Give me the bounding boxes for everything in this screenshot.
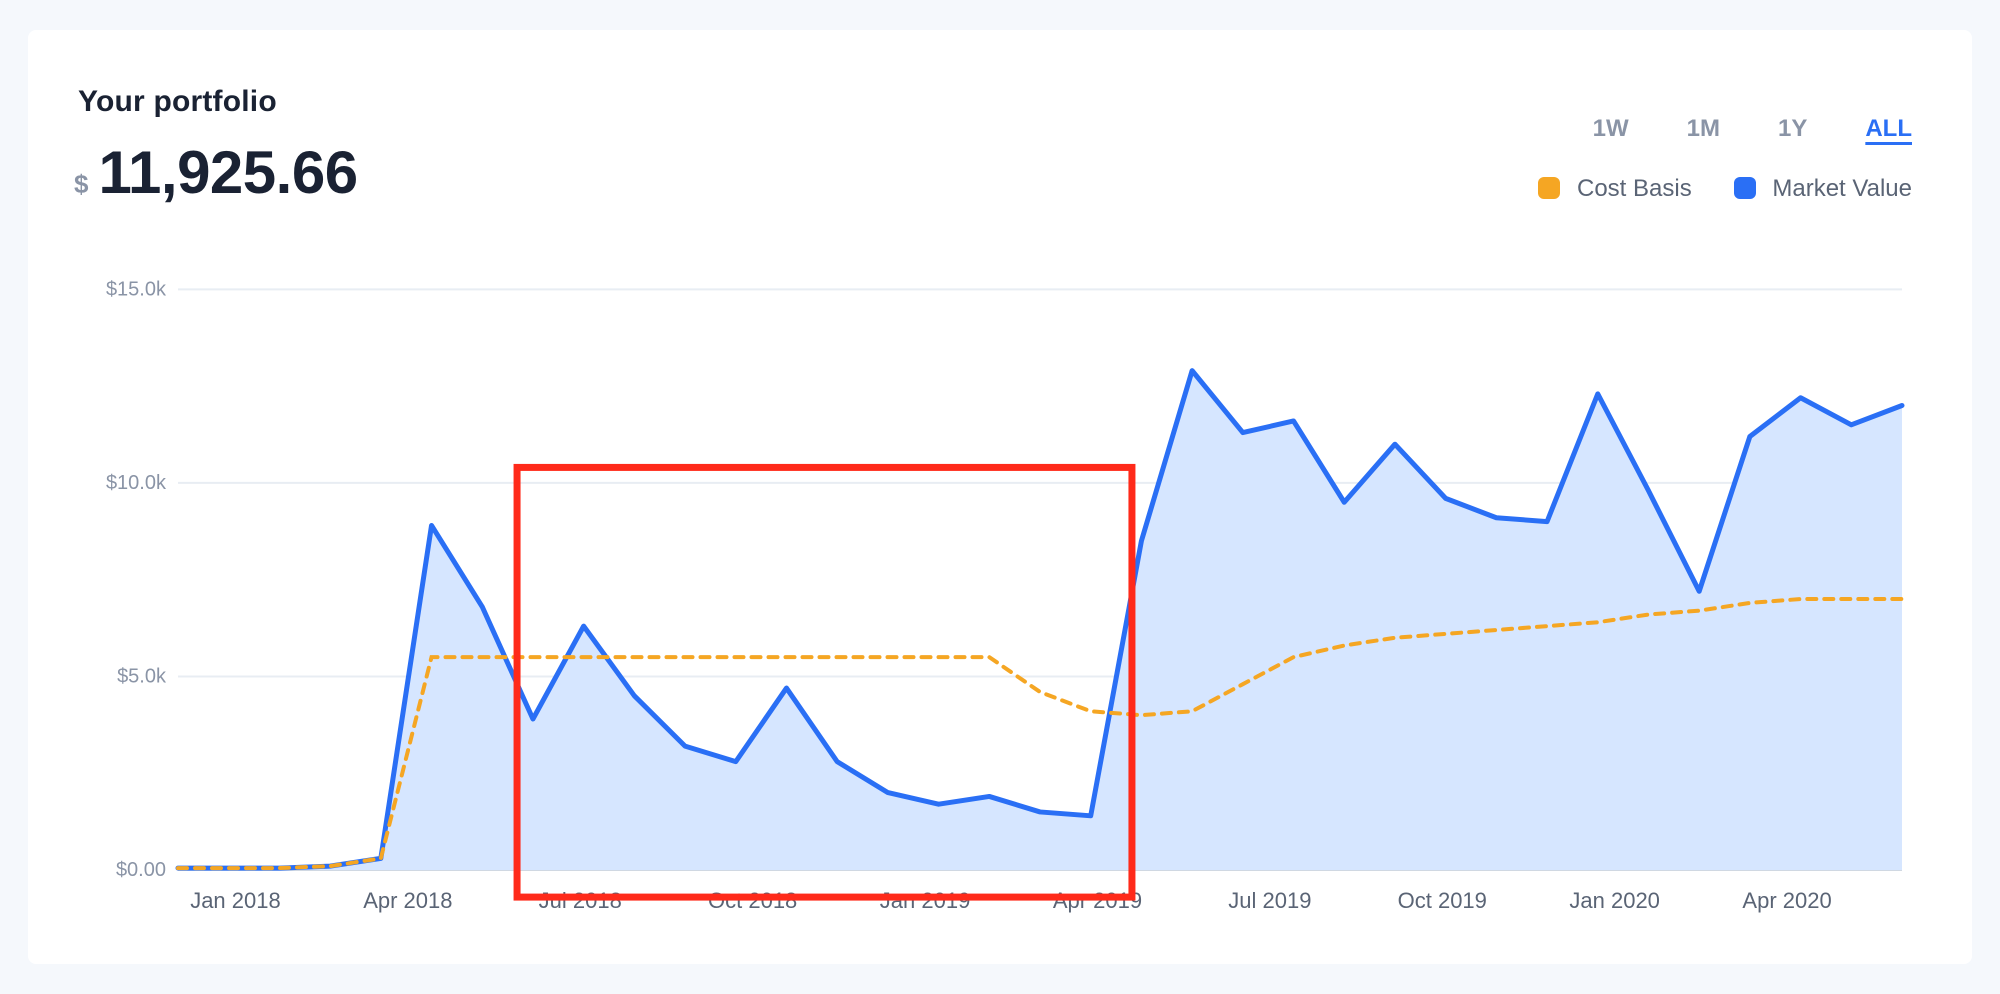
- chart-legend: Cost Basis Market Value: [1538, 175, 1912, 203]
- x-axis-label: Jan 2020: [1569, 888, 1660, 913]
- currency-symbol: $: [74, 169, 88, 200]
- section-title: Your portfolio: [78, 85, 277, 119]
- y-axis-label: $5.0k: [117, 665, 167, 687]
- y-axis-label: $0.00: [116, 859, 166, 881]
- x-axis-label: Jul 2019: [1228, 888, 1311, 913]
- legend-market-value: Market Value: [1734, 175, 1912, 203]
- y-axis-label: $10.0k: [106, 472, 167, 494]
- x-axis-label: Oct 2019: [1398, 888, 1487, 913]
- y-axis-label: $15.0k: [106, 278, 167, 300]
- portfolio-value: $ 11,925.66: [74, 138, 358, 207]
- legend-label-market-value: Market Value: [1772, 175, 1912, 202]
- time-range-tabs: 1W 1M 1Y ALL: [1593, 115, 1912, 143]
- portfolio-card: Your portfolio $ 11,925.66 1W 1M 1Y ALL Cos…: [28, 30, 1972, 964]
- legend-swatch-market-value: [1734, 177, 1756, 199]
- legend-cost-basis: Cost Basis: [1538, 175, 1691, 203]
- range-tab-all[interactable]: ALL: [1865, 115, 1912, 143]
- portfolio-chart: $0.00 $5.0k $10.0k $15.0k Jan 2018 Apr 2018 Ju…: [88, 260, 1912, 940]
- range-tab-1w[interactable]: 1W: [1593, 115, 1629, 143]
- x-axis-label: Apr 2018: [363, 888, 452, 913]
- market-value-area: [178, 371, 1902, 870]
- portfolio-chart-svg: $0.00 $5.0k $10.0k $15.0k Jan 2018 Apr 2018 Ju…: [88, 260, 1912, 940]
- legend-swatch-cost-basis: [1538, 177, 1560, 199]
- range-tab-1y[interactable]: 1Y: [1778, 115, 1807, 143]
- portfolio-amount: 11,925.66: [98, 138, 357, 207]
- range-tab-1m[interactable]: 1M: [1687, 115, 1720, 143]
- x-axis-label: Apr 2020: [1742, 888, 1831, 913]
- x-axis-label: Jan 2018: [190, 888, 281, 913]
- legend-label-cost-basis: Cost Basis: [1577, 175, 1692, 202]
